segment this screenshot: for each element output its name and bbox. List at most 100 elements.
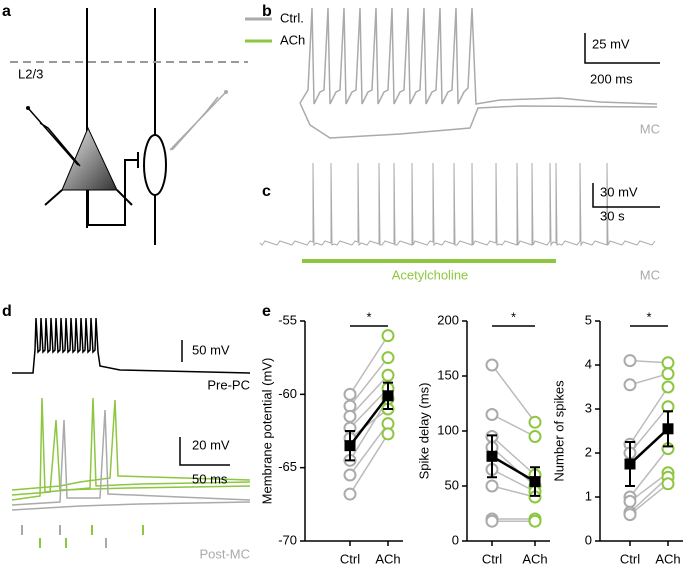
y-tick-label: 100 xyxy=(437,422,459,437)
pair-line xyxy=(349,423,389,476)
data-point xyxy=(661,477,675,491)
panel-label: e xyxy=(262,303,271,320)
y-tick-label: 3 xyxy=(585,400,592,415)
x-tick-label: ACh xyxy=(522,551,547,566)
pair-line xyxy=(629,448,669,498)
y-tick-label: 4 xyxy=(585,356,592,371)
pair-line xyxy=(629,386,669,445)
significance: * xyxy=(646,309,651,324)
pair-line xyxy=(629,373,669,386)
data-point xyxy=(623,378,637,392)
electrode xyxy=(224,90,228,94)
scale-label: 20 mV xyxy=(192,437,230,452)
mean-point xyxy=(486,450,498,462)
pair-line xyxy=(349,335,389,395)
x-tick-label: ACh xyxy=(655,551,680,566)
data-point xyxy=(485,358,499,372)
connection xyxy=(44,152,139,226)
trace-label: Post-MC xyxy=(199,546,250,561)
y-tick-label: -55 xyxy=(278,312,297,327)
mean-point xyxy=(529,476,541,488)
panel-label: d xyxy=(2,303,12,320)
voltage-trace xyxy=(12,317,251,374)
mc-soma xyxy=(143,134,167,196)
data-point xyxy=(343,468,357,482)
y-tick-label: 0 xyxy=(452,532,459,547)
trace-group xyxy=(11,397,251,548)
y-tick-label: 1 xyxy=(585,488,592,503)
data-point xyxy=(343,409,357,423)
pipette xyxy=(27,107,81,167)
data-point xyxy=(661,356,675,370)
data-point xyxy=(343,387,357,401)
data-point xyxy=(381,351,395,365)
data-point xyxy=(661,367,675,381)
drug-label: Acetylcholine xyxy=(392,267,469,282)
mean-line xyxy=(491,455,536,483)
pyramidal-cell xyxy=(61,126,118,191)
pair-line xyxy=(629,483,669,516)
y-tick-label: 0 xyxy=(585,532,592,547)
panel-label: b xyxy=(262,3,272,20)
x-tick-label: ACh xyxy=(375,551,400,566)
scale-label: 30 mV xyxy=(600,184,638,199)
scale-bar xyxy=(584,33,660,64)
scale-bar xyxy=(592,183,660,208)
pair-line xyxy=(349,408,389,439)
data-point xyxy=(381,427,395,441)
pair-line xyxy=(491,435,536,476)
y-tick-label: 5 xyxy=(585,312,592,327)
voltage-trace xyxy=(11,419,251,496)
data-point xyxy=(485,479,499,493)
data-point xyxy=(528,514,542,528)
legend-label: ACh xyxy=(280,32,305,47)
panel-label: c xyxy=(262,183,271,200)
data-point xyxy=(623,508,637,522)
pair-line xyxy=(349,387,389,429)
scale-label: 50 ms xyxy=(192,471,228,486)
data-point xyxy=(661,380,675,394)
data-point xyxy=(381,368,395,382)
pair-line xyxy=(491,364,536,423)
mean-point xyxy=(382,390,394,402)
mean-line xyxy=(629,427,669,465)
y-tick-label: -70 xyxy=(278,532,297,547)
pair-line xyxy=(491,413,536,438)
data-point xyxy=(528,430,542,443)
x-tick-label: Ctrl xyxy=(340,551,360,566)
mean-line xyxy=(349,395,389,447)
mean-point xyxy=(662,423,674,435)
legend-label: Ctrl. xyxy=(280,10,304,25)
pair-line xyxy=(349,374,389,417)
scale-label: 50 mV xyxy=(192,342,230,357)
electrode xyxy=(26,106,30,110)
significance: * xyxy=(511,309,516,324)
data-point xyxy=(528,415,542,429)
scale-label: 25 mV xyxy=(592,36,630,51)
y-axis-label: Spike delay (ms) xyxy=(416,383,431,480)
mean-point xyxy=(344,440,356,452)
pipette xyxy=(169,91,227,151)
cell-label: MC xyxy=(640,267,660,282)
data-point xyxy=(623,494,637,508)
voltage-trace xyxy=(11,409,251,506)
pair-line xyxy=(491,446,536,487)
x-tick-label: Ctrl xyxy=(620,551,640,566)
pair-line xyxy=(491,468,536,493)
y-tick-label: -65 xyxy=(278,459,297,474)
voltage-trace xyxy=(11,501,251,511)
data-point xyxy=(485,408,499,421)
y-tick-label: 150 xyxy=(437,367,459,382)
x-tick-label: Ctrl xyxy=(482,551,502,566)
data-point xyxy=(623,354,637,368)
trace-label: Pre-PC xyxy=(207,377,250,392)
scale-label: 30 s xyxy=(600,208,625,223)
voltage-trace xyxy=(299,7,658,139)
y-axis-label: Number of spikes xyxy=(551,380,566,482)
y-axis-label: Membrane potential (mV) xyxy=(259,358,274,505)
pair-line xyxy=(349,433,389,495)
y-tick-label: 2 xyxy=(585,444,592,459)
scale-label: 200 ms xyxy=(590,71,633,86)
cell-label: MC xyxy=(640,121,660,136)
